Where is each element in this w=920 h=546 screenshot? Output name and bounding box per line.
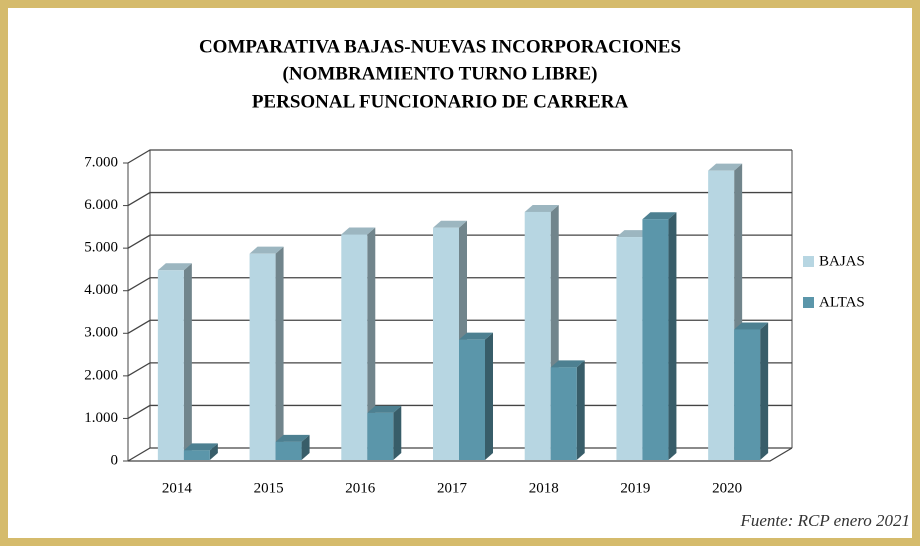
bar-side bbox=[183, 263, 192, 460]
bar bbox=[249, 253, 276, 460]
y-tick-label: 5.000 bbox=[84, 240, 118, 256]
chart-title: PERSONAL FUNCIONARIO DE CARRERA bbox=[252, 91, 629, 112]
x-tick-label: 2015 bbox=[254, 480, 284, 496]
x-tick-label: 2020 bbox=[712, 480, 742, 496]
bar-side bbox=[301, 434, 310, 460]
bar-top bbox=[157, 263, 192, 271]
bar-top bbox=[183, 443, 218, 451]
bar bbox=[550, 367, 577, 460]
y-tick-label: 6.000 bbox=[84, 197, 118, 213]
bar bbox=[341, 234, 368, 460]
bar-top bbox=[433, 220, 467, 228]
chart-title: (NOMBRAMIENTO TURNO LIBRE) bbox=[283, 63, 598, 84]
bar bbox=[708, 163, 743, 461]
legend-label: BAJAS bbox=[819, 253, 865, 269]
y-tick-label: 4.000 bbox=[84, 282, 118, 298]
bar-top bbox=[708, 163, 743, 171]
grid-line bbox=[127, 149, 792, 164]
y-tick-label: 0 bbox=[111, 452, 119, 468]
bar-top bbox=[524, 204, 559, 212]
x-tick-label: 2018 bbox=[529, 480, 559, 496]
y-tick-label: 3.000 bbox=[84, 325, 118, 341]
chart-title: COMPARATIVA BAJAS-NUEVAS INCORPORACIONES bbox=[199, 36, 681, 57]
bar bbox=[642, 212, 677, 460]
bar-top bbox=[616, 230, 651, 238]
bar bbox=[275, 441, 302, 460]
source-note: Fuente: RCP enero 2021 bbox=[740, 511, 911, 530]
bar bbox=[157, 263, 192, 460]
bar-top bbox=[367, 405, 402, 413]
bar bbox=[157, 270, 184, 460]
bar bbox=[524, 211, 551, 460]
bar bbox=[341, 227, 376, 460]
grid-line bbox=[127, 319, 792, 334]
x-tick-label: 2019 bbox=[620, 480, 650, 496]
bar-side bbox=[209, 443, 218, 460]
bar-side bbox=[668, 212, 677, 460]
bar-top bbox=[550, 360, 585, 368]
bar-side bbox=[576, 360, 585, 460]
bar bbox=[616, 237, 643, 460]
bar bbox=[183, 443, 218, 460]
bar bbox=[734, 322, 769, 460]
legend-swatch bbox=[803, 297, 814, 308]
bar-top bbox=[341, 227, 376, 235]
bar-side bbox=[367, 227, 376, 460]
y-tick-label: 1.000 bbox=[84, 410, 118, 426]
bar bbox=[459, 332, 493, 460]
bar bbox=[734, 329, 761, 460]
legend-swatch bbox=[803, 256, 814, 267]
grid-line bbox=[127, 277, 792, 292]
y-tick-label: 7.000 bbox=[84, 154, 118, 170]
bar bbox=[708, 170, 735, 461]
y-tick-label: 2.000 bbox=[84, 367, 118, 383]
legend-label: ALTAS bbox=[819, 294, 865, 310]
grid-line bbox=[127, 191, 792, 207]
bar bbox=[275, 434, 310, 460]
bar bbox=[249, 246, 284, 460]
bar bbox=[433, 227, 459, 460]
bar-top bbox=[275, 434, 310, 442]
bar bbox=[367, 405, 402, 460]
bar bbox=[642, 219, 669, 460]
bar bbox=[550, 360, 585, 460]
bar-top bbox=[642, 212, 677, 220]
bar-side bbox=[393, 405, 402, 460]
x-tick-label: 2016 bbox=[345, 480, 376, 496]
bar bbox=[459, 339, 485, 460]
bar-side bbox=[485, 332, 493, 460]
bar bbox=[367, 412, 394, 460]
x-tick-label: 2014 bbox=[162, 480, 193, 496]
x-tick-label: 2017 bbox=[437, 480, 468, 496]
bar-top bbox=[249, 246, 284, 254]
bar bbox=[183, 450, 210, 460]
bar-side bbox=[275, 246, 284, 460]
grid-line bbox=[127, 234, 792, 249]
bar-top bbox=[734, 322, 769, 330]
axis-line bbox=[128, 447, 793, 462]
bar-side bbox=[760, 322, 769, 460]
bar-top bbox=[459, 332, 493, 340]
